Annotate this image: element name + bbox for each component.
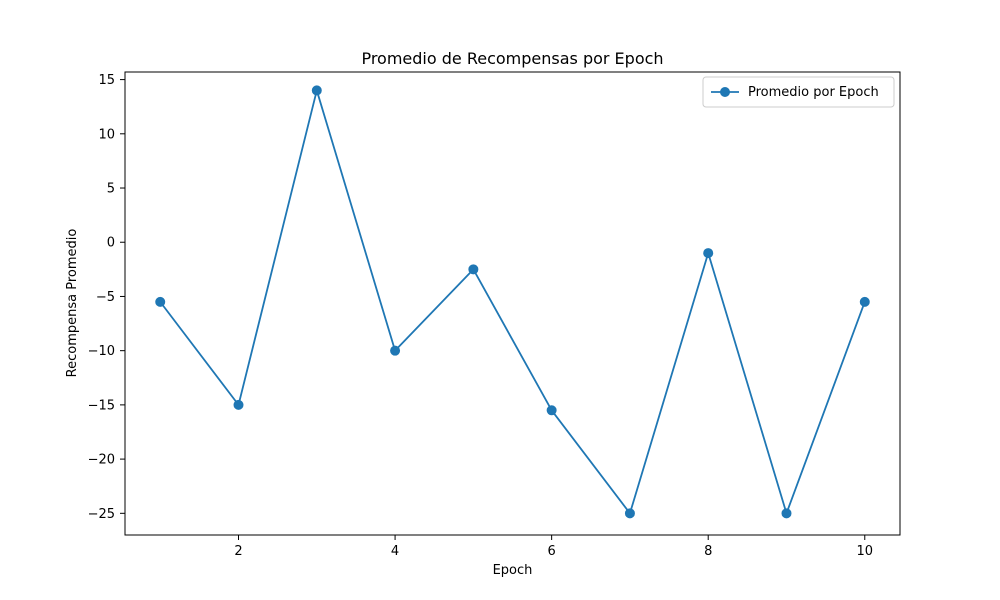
y-tick-label: −5 (96, 290, 115, 305)
data-point (703, 248, 714, 259)
data-point (311, 85, 322, 96)
data-point (390, 345, 401, 356)
y-tick-label: −15 (88, 398, 115, 413)
legend-box (702, 76, 895, 108)
y-tick-label: −10 (88, 344, 115, 359)
y-tick-label: 10 (98, 127, 115, 142)
x-tick-label: 2 (234, 544, 242, 559)
legend-label: Promedio por Epoch (748, 85, 879, 100)
data-point (233, 399, 244, 410)
y-tick-label: 0 (107, 236, 115, 251)
legend: Promedio por Epoch (702, 76, 895, 108)
data-point (155, 296, 166, 307)
series-line (159, 89, 866, 515)
y-tick-label: −20 (88, 453, 115, 468)
data-point (859, 296, 870, 307)
data-point (468, 264, 479, 275)
y-tick-label: 15 (98, 73, 115, 88)
x-tick-label: 4 (391, 544, 399, 559)
y-tick-label: −25 (88, 507, 115, 522)
x-tick-label: 6 (548, 544, 556, 559)
plot-frame (124, 71, 901, 536)
x-tick-label: 8 (704, 544, 712, 559)
y-tick-label: 5 (107, 182, 115, 197)
chart-title: Promedio de Recompensas por Epoch (361, 49, 663, 68)
x-axis-ticks: 2 4 6 8 10 (234, 535, 873, 559)
legend-marker (720, 87, 730, 97)
x-axis-label: Epoch (493, 563, 533, 578)
y-axis-label: Recompensa Promedio (65, 229, 80, 378)
y-axis-ticks: 15 10 5 0 −5 −10 −15 −20 −25 (88, 73, 125, 522)
data-point (781, 508, 792, 519)
data-points (155, 85, 870, 519)
x-tick-label: 10 (856, 544, 873, 559)
data-point (624, 508, 635, 519)
data-point (546, 405, 557, 416)
